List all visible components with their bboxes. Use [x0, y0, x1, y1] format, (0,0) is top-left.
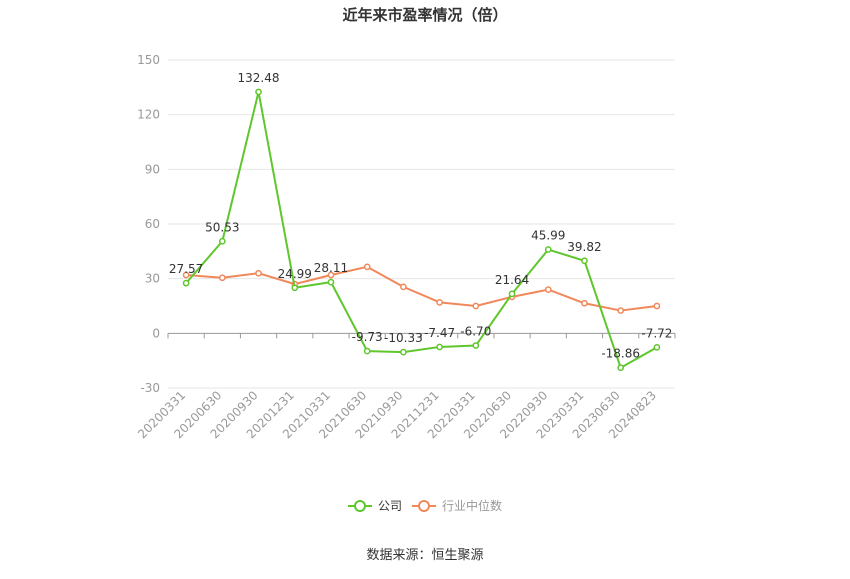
y-tick-label: 150 [137, 53, 160, 67]
y-tick-label: 90 [145, 162, 160, 176]
legend-item-industry-median[interactable]: 行业中位数 [412, 498, 502, 513]
data-point-company [653, 344, 661, 351]
data-point-company [472, 342, 480, 349]
legend-label-industry-median: 行业中位数 [442, 498, 502, 513]
data-label-company: 45.99 [531, 229, 565, 243]
data-label-company: 21.64 [495, 273, 529, 287]
data-point-industry-median [653, 302, 661, 310]
legend-item-company[interactable]: 公司 [348, 499, 402, 513]
data-label-company: -6.70 [460, 325, 491, 339]
data-point-company [255, 88, 262, 96]
y-tick-label: 0 [152, 326, 160, 340]
series-line-company [185, 90, 658, 369]
data-point-industry-median [544, 286, 552, 293]
data-point-industry-median [255, 269, 262, 277]
data-point-industry-median [581, 299, 588, 307]
legend-swatch-marker-industry-median [418, 500, 430, 512]
data-point-company [327, 278, 335, 286]
data-point-company [508, 290, 516, 298]
series-layer [182, 88, 661, 372]
legend-swatch-marker-company [354, 500, 366, 512]
data-point-industry-median [218, 274, 226, 282]
data-label-company: -10.33 [384, 331, 423, 345]
data-point-industry-median [327, 271, 335, 279]
data-point-company [436, 343, 443, 351]
data-label-company: 50.53 [205, 220, 239, 234]
data-point-industry-median [472, 302, 480, 310]
data-point-company [363, 347, 371, 355]
data-label-company: 28.11 [314, 261, 348, 275]
series-line-industry-median [186, 265, 658, 312]
y-tick-label: 60 [145, 217, 160, 231]
data-point-industry-median [436, 299, 443, 306]
data-point-company [218, 237, 226, 245]
data-source-note: 数据来源：恒生聚源 [366, 548, 483, 563]
y-tick-label: 120 [137, 108, 160, 122]
data-point-company [617, 364, 625, 372]
data-label-company: -9.73 [352, 330, 383, 344]
chart-title: 近年来市盈率情况（倍） [342, 6, 507, 24]
data-point-industry-median [617, 307, 625, 314]
legend: 公司 行业中位数 [348, 498, 502, 513]
legend-label-company: 公司 [378, 499, 402, 513]
data-label-company: -7.47 [424, 326, 455, 340]
data-label-company: -18.86 [601, 347, 640, 361]
y-axis: 150 120 90 60 30 0 -30 [137, 53, 160, 395]
data-point-industry-median [400, 283, 407, 291]
y-tick-label: 30 [145, 272, 160, 286]
data-point-company [400, 348, 407, 356]
data-point-company [544, 246, 552, 253]
data-label-company: 39.82 [567, 240, 601, 254]
data-label-company: 24.99 [278, 267, 312, 281]
data-point-company [182, 279, 190, 287]
data-label-company: 132.48 [238, 71, 280, 85]
data-point-company [581, 257, 588, 265]
data-point-company [291, 284, 299, 292]
data-label-company: 27.57 [169, 262, 203, 276]
data-point-industry-median [363, 263, 371, 271]
data-point-industry-median [182, 271, 190, 279]
data-label-company: -7.72 [641, 326, 672, 340]
y-tick-label: -30 [140, 381, 160, 395]
